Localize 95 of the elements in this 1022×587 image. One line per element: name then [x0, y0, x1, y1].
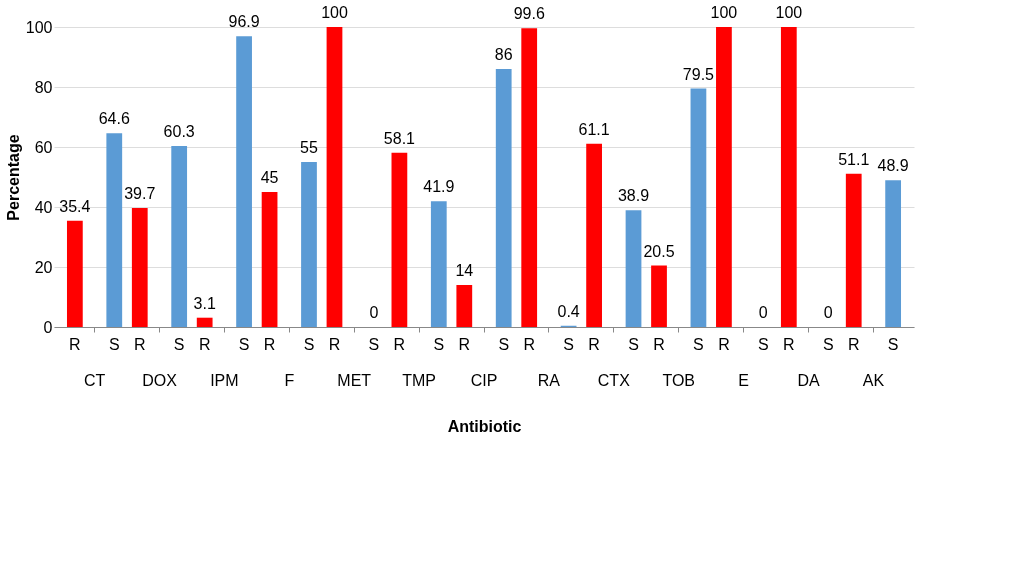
text: S — [822, 336, 834, 353]
text: S — [498, 336, 510, 353]
data-label: 51.1 — [838, 150, 870, 168]
text: R — [328, 336, 341, 353]
y-tick-label: 20 — [34, 258, 53, 276]
data-label: 55 — [300, 139, 318, 156]
x-tick-label: TMP — [402, 371, 436, 389]
bar — [66, 220, 83, 327]
bar — [131, 207, 148, 327]
data-label: 48.9 — [877, 157, 909, 175]
bar — [845, 173, 862, 327]
data-label: 0 — [823, 304, 833, 321]
bar — [586, 143, 602, 327]
bar — [625, 210, 642, 327]
data-label: 96.9 — [228, 13, 260, 31]
text: R — [263, 336, 276, 353]
text: R — [783, 336, 795, 353]
text: S — [368, 336, 380, 353]
y-tick-label: 60 — [34, 138, 53, 156]
text: S — [887, 336, 899, 353]
y-tick-label: 0 — [43, 318, 53, 336]
bar — [885, 180, 902, 327]
data-label: 64.6 — [98, 110, 130, 128]
data-label: 14 — [455, 262, 474, 279]
x-tick-label: CT — [83, 371, 106, 389]
text: S — [303, 336, 315, 353]
y-tick-label: 80 — [34, 78, 53, 96]
data-label: 100 — [710, 4, 738, 21]
y-tick-label: 100 — [25, 18, 53, 36]
text: S — [563, 336, 574, 353]
data-label: 45 — [260, 169, 279, 186]
x-tick-label: DA — [797, 371, 820, 389]
bar — [171, 146, 188, 327]
data-label: 0 — [369, 304, 379, 321]
text: R — [718, 336, 730, 353]
x-axis-title: Antibiotic — [447, 417, 522, 435]
bar — [391, 152, 408, 327]
x-tick-label: CIP — [470, 371, 498, 389]
text: S — [433, 336, 445, 353]
text: R — [198, 336, 211, 353]
bar — [456, 285, 473, 327]
text: S — [628, 336, 639, 353]
x-tick-label: TOB — [662, 371, 696, 389]
data-label: 3.1 — [193, 294, 216, 312]
series-label: R — [69, 336, 81, 353]
x-tick-label: IPM — [210, 371, 239, 389]
text: S — [238, 336, 250, 353]
x-tick-label: DOX — [142, 371, 178, 389]
bar — [236, 36, 252, 327]
text: R — [847, 336, 860, 353]
x-tick-label: F — [284, 371, 295, 389]
data-label: 99.6 — [513, 5, 545, 23]
text: R — [458, 336, 471, 353]
text: R — [393, 336, 406, 353]
y-tick-label: 40 — [34, 198, 53, 216]
data-label: 100 — [775, 4, 803, 21]
bar — [326, 27, 343, 327]
data-label: 20.5 — [643, 242, 675, 260]
y-axis-title: Percentage — [4, 134, 22, 221]
x-tick-label: CTX — [597, 371, 631, 389]
data-label: 0.4 — [557, 302, 580, 320]
bar — [106, 133, 123, 327]
bar — [301, 162, 317, 327]
data-label: 79.5 — [682, 65, 715, 83]
bar — [780, 27, 797, 327]
text: R — [133, 336, 146, 353]
text: S — [173, 336, 185, 353]
x-tick-label: RA — [537, 371, 561, 389]
x-tick-label: E — [738, 371, 749, 389]
bar — [196, 317, 213, 327]
bar — [430, 201, 447, 327]
text: S — [757, 336, 769, 353]
text: R — [653, 336, 665, 353]
data-label: 0 — [758, 304, 768, 321]
data-label: 58.1 — [383, 129, 416, 147]
data-label: 35.4 — [59, 197, 91, 215]
x-tick-label: MET — [337, 371, 372, 389]
data-label: 100 — [321, 4, 348, 21]
text: S — [693, 336, 704, 353]
series-label: S — [108, 336, 120, 353]
bar — [716, 27, 732, 327]
data-label: 39.7 — [124, 184, 156, 202]
bar — [521, 28, 538, 327]
bar — [495, 69, 512, 327]
data-label: 60.3 — [163, 123, 195, 141]
data-label: 41.9 — [423, 178, 455, 196]
bar — [651, 265, 667, 327]
x-tick-label: AK — [862, 371, 885, 389]
data-label: 61.1 — [578, 120, 610, 138]
data-label: 86 — [494, 46, 513, 63]
data-label: 38.9 — [617, 187, 650, 205]
bar — [261, 192, 278, 327]
text: R — [588, 336, 600, 353]
text: R — [523, 336, 535, 353]
bar — [690, 88, 707, 327]
